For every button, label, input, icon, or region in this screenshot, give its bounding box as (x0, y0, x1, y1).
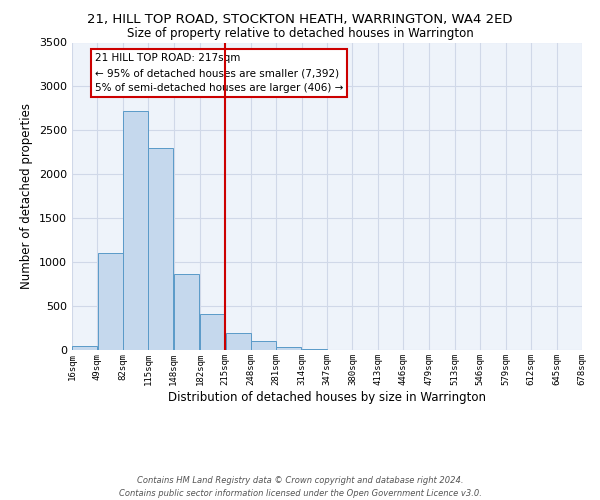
Text: 21, HILL TOP ROAD, STOCKTON HEATH, WARRINGTON, WA4 2ED: 21, HILL TOP ROAD, STOCKTON HEATH, WARRI… (87, 12, 513, 26)
Bar (72, 346, 97, 350)
Bar (302, 348, 327, 350)
Bar (200, 314, 225, 350)
X-axis label: Distribution of detached houses by size in Warrington: Distribution of detached houses by size … (168, 390, 486, 404)
Bar (98, 254, 122, 350)
Bar (148, 148, 173, 350)
Text: 21 HILL TOP ROAD: 217sqm
← 95% of detached houses are smaller (7,392)
5% of semi: 21 HILL TOP ROAD: 217sqm ← 95% of detach… (95, 54, 343, 93)
Bar (226, 334, 251, 350)
Text: Contains HM Land Registry data © Crown copyright and database right 2024.
Contai: Contains HM Land Registry data © Crown c… (119, 476, 481, 498)
Y-axis label: Number of detached properties: Number of detached properties (20, 104, 34, 289)
Bar (251, 341, 276, 350)
Bar (123, 110, 148, 350)
Bar (174, 274, 199, 350)
Bar (277, 347, 301, 350)
Text: Size of property relative to detached houses in Warrington: Size of property relative to detached ho… (127, 28, 473, 40)
